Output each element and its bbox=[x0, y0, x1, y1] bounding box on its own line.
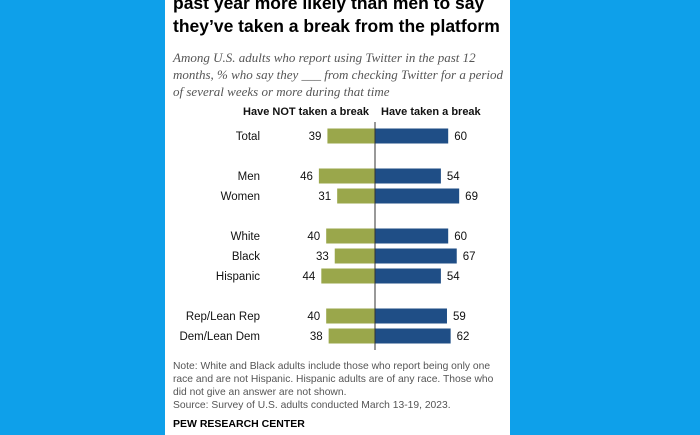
bar-not-taken-total bbox=[327, 128, 375, 144]
bar-not-taken-white bbox=[326, 228, 375, 244]
chart-title: past year more likely than men to say th… bbox=[173, 0, 500, 36]
header-taken: Have taken a break bbox=[381, 106, 482, 118]
category-label-dem-lean-dem: Dem/Lean Dem bbox=[179, 331, 260, 343]
value-label-not-taken-black: 33 bbox=[316, 251, 329, 263]
bar-not-taken-men bbox=[318, 168, 375, 184]
value-label-taken-black: 67 bbox=[463, 251, 476, 263]
chart-note-block: Note: White and Black adults include tho… bbox=[173, 360, 508, 412]
bar-taken-total bbox=[375, 128, 449, 144]
value-label-taken-total: 60 bbox=[454, 131, 467, 143]
value-label-not-taken-rep-lean-rep: 40 bbox=[307, 311, 320, 323]
chart-subtitle: Among U.S. adults who report using Twitt… bbox=[173, 50, 504, 99]
bar-not-taken-women bbox=[337, 188, 375, 204]
bar-taken-dem-lean-dem bbox=[375, 328, 451, 344]
bar-not-taken-black bbox=[334, 248, 375, 264]
value-label-not-taken-women: 31 bbox=[318, 191, 331, 203]
pew-research-center-logo: PEW RESEARCH CENTER bbox=[173, 418, 305, 430]
value-label-not-taken-white: 40 bbox=[307, 231, 320, 243]
category-label-hispanic: Hispanic bbox=[216, 271, 260, 283]
value-label-taken-hispanic: 54 bbox=[447, 271, 460, 283]
bar-taken-men bbox=[375, 168, 441, 184]
value-label-not-taken-total: 39 bbox=[309, 131, 322, 143]
value-label-taken-white: 60 bbox=[454, 231, 467, 243]
bar-taken-black bbox=[375, 248, 457, 264]
category-label-rep-lean-rep: Rep/Lean Rep bbox=[186, 311, 260, 323]
category-label-total: Total bbox=[236, 131, 260, 143]
category-label-white: White bbox=[231, 231, 260, 243]
bar-taken-rep-lean-rep bbox=[375, 308, 447, 324]
category-label-women: Women bbox=[221, 191, 260, 203]
bar-taken-hispanic bbox=[375, 268, 441, 284]
bar-taken-women bbox=[375, 188, 460, 204]
header-not-taken: Have NOT taken a break bbox=[243, 106, 370, 118]
value-label-taken-men: 54 bbox=[447, 171, 460, 183]
category-label-black: Black bbox=[232, 251, 260, 263]
chart-card: past year more likely than men to say th… bbox=[165, 0, 510, 435]
value-label-not-taken-hispanic: 44 bbox=[303, 271, 316, 283]
value-label-not-taken-men: 46 bbox=[300, 171, 313, 183]
value-label-taken-dem-lean-dem: 62 bbox=[457, 331, 470, 343]
chart-note: Note: White and Black adults include tho… bbox=[173, 361, 494, 398]
value-label-not-taken-dem-lean-dem: 38 bbox=[310, 331, 323, 343]
bar-not-taken-hispanic bbox=[321, 268, 375, 284]
bar-not-taken-dem-lean-dem bbox=[328, 328, 375, 344]
bar-not-taken-rep-lean-rep bbox=[326, 308, 375, 324]
value-label-taken-rep-lean-rep: 59 bbox=[453, 311, 466, 323]
bar-taken-white bbox=[375, 228, 449, 244]
category-label-men: Men bbox=[238, 171, 260, 183]
value-label-taken-women: 69 bbox=[465, 191, 478, 203]
chart-source: Source: Survey of U.S. adults conducted … bbox=[173, 400, 451, 411]
diverging-bar-chart: Have NOT taken a break Have taken a break… bbox=[179, 106, 482, 350]
